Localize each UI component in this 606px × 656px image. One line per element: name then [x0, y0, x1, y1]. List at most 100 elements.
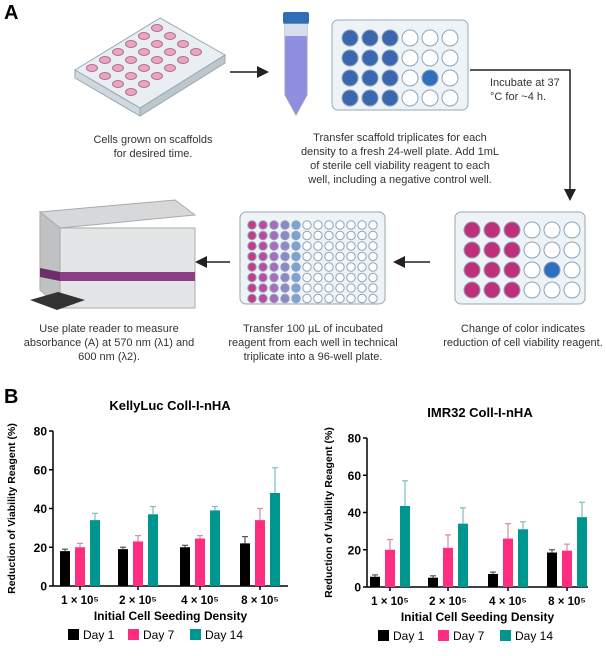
bar-day-1 [240, 543, 250, 586]
x-tick-label: 1 × 10⁵ [371, 596, 409, 608]
well [335, 241, 345, 251]
step-2-caption: Transfer scaffold triplicates for each d… [300, 132, 500, 186]
well [543, 261, 561, 279]
plate-reader-icon [30, 199, 197, 310]
legend-swatch [438, 630, 449, 641]
well [361, 89, 379, 107]
well [269, 230, 279, 241]
well [346, 230, 356, 241]
well [341, 69, 359, 87]
well [483, 261, 501, 279]
x-tick-label: 4 × 10⁵ [181, 595, 219, 607]
well [313, 251, 323, 262]
well [346, 241, 356, 251]
well [291, 272, 301, 283]
well [280, 272, 290, 283]
legend-swatch [68, 629, 79, 640]
well [324, 283, 334, 293]
well [313, 272, 323, 283]
well [335, 272, 345, 283]
bar-day-14 [90, 520, 100, 586]
y-axis-label: Reduction of Viability Reagent (%) [6, 423, 18, 594]
well [523, 281, 541, 299]
well [164, 48, 176, 56]
well [291, 251, 301, 262]
well [302, 230, 312, 241]
well [563, 221, 581, 239]
well [368, 272, 378, 283]
well [368, 241, 378, 251]
step-1-caption: Cells grown on scaffolds for desired tim… [93, 134, 213, 160]
well [523, 221, 541, 239]
well [357, 272, 367, 283]
x-axis-label: Initial Cell Seeding Density [401, 610, 555, 624]
well [483, 241, 501, 259]
well [247, 230, 257, 241]
well [346, 272, 356, 283]
step-3-caption: Incubate at 37 °C for ~4 h. [490, 77, 560, 103]
x-tick-label: 4 × 10⁵ [489, 596, 527, 608]
well [361, 29, 379, 47]
x-tick-label: 8 × 10⁵ [548, 596, 586, 608]
step-4-caption: Change of color indicates reduction of c… [443, 323, 603, 349]
well [441, 29, 459, 47]
bar-day-14 [577, 517, 587, 587]
well [269, 262, 279, 272]
well [125, 88, 137, 96]
well [269, 241, 279, 251]
well [503, 241, 521, 259]
well [269, 272, 279, 283]
24-well-plate-color-change-icon [454, 211, 586, 305]
well [280, 241, 290, 251]
panel-b-label: B [4, 386, 19, 408]
well [563, 261, 581, 279]
well [421, 49, 439, 67]
well [543, 221, 561, 239]
well [381, 29, 399, 47]
well [324, 293, 334, 304]
bar-day-14 [270, 493, 280, 586]
well [291, 293, 301, 304]
well [313, 293, 323, 304]
bar-day-1 [370, 576, 380, 587]
well [357, 283, 367, 293]
well [291, 262, 301, 272]
legend-label: Day 14 [515, 629, 553, 643]
well [346, 220, 356, 230]
well [247, 220, 257, 230]
step-5-caption: Transfer 100 µL of incubated reagent fro… [228, 323, 398, 363]
well [483, 281, 501, 299]
well [543, 241, 561, 259]
24-well-plate-icon [331, 19, 469, 111]
well [361, 69, 379, 87]
well [346, 283, 356, 293]
bar-day-1 [547, 552, 557, 587]
y-tick-label: 60 [34, 463, 48, 477]
chart-title: KellyLuc Coll-I-nHA [109, 398, 231, 413]
well [324, 220, 334, 230]
x-tick-label: 1 × 10⁵ [61, 595, 99, 607]
kellyluc-chart: KellyLuc Coll-I-nHA Reduction of Viabilit… [6, 398, 288, 642]
well [503, 261, 521, 279]
bar-day-1 [60, 551, 70, 586]
well [247, 251, 257, 262]
well [335, 251, 345, 262]
workflow-diagram [30, 12, 586, 310]
legend-label: Day 1 [393, 629, 425, 643]
well [151, 24, 163, 32]
well [302, 262, 312, 272]
legend-label: Day 7 [143, 628, 175, 642]
well [99, 56, 111, 64]
well [190, 48, 202, 56]
well [291, 283, 301, 293]
well [247, 241, 257, 251]
x-axis-label: Initial Cell Seeding Density [94, 609, 248, 623]
culture-plate-icon [74, 17, 226, 117]
well [138, 32, 150, 40]
well [99, 72, 111, 80]
well [346, 293, 356, 304]
well [280, 293, 290, 304]
well [138, 80, 150, 88]
well [258, 251, 268, 262]
x-tick-label: 2 × 10⁵ [429, 596, 467, 608]
